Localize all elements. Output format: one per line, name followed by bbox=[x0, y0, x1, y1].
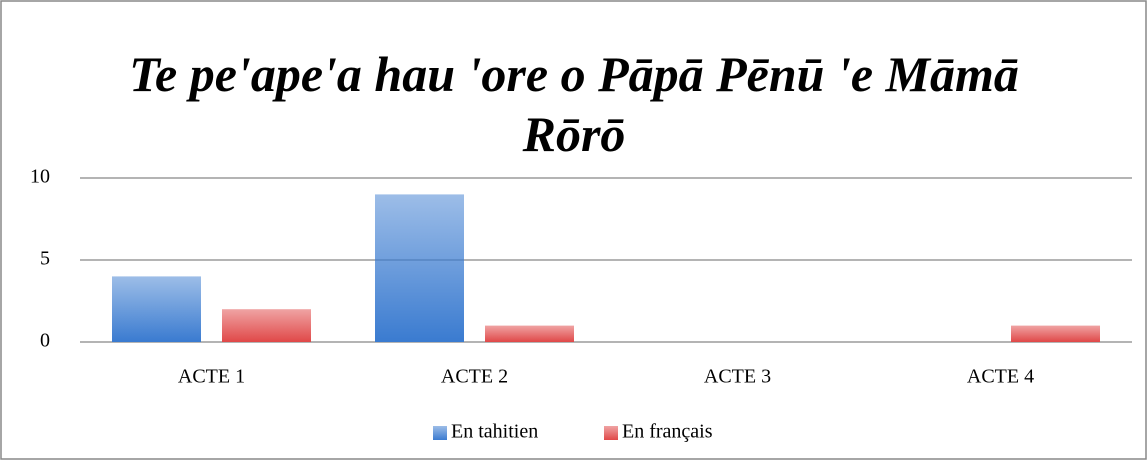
legend-label: En tahitien bbox=[451, 421, 538, 443]
y-tick-label: 5 bbox=[40, 248, 50, 270]
legend-label: En français bbox=[622, 421, 713, 443]
x-tick-label: ACTE 4 bbox=[967, 366, 1034, 388]
y-tick-label: 10 bbox=[30, 166, 50, 188]
bar bbox=[485, 325, 574, 342]
bar bbox=[112, 276, 201, 342]
legend-swatch bbox=[433, 426, 447, 440]
x-tick-label: ACTE 1 bbox=[178, 366, 245, 388]
x-tick-label: ACTE 2 bbox=[441, 366, 508, 388]
chart-title: Te pe'ape'a hau 'ore o Pāpā Pēnū 'e Māmā… bbox=[129, 46, 1019, 162]
bar bbox=[1011, 325, 1100, 342]
y-tick-label: 0 bbox=[40, 330, 50, 352]
bar bbox=[375, 194, 464, 342]
legend-swatch bbox=[604, 426, 618, 440]
bar bbox=[222, 309, 311, 342]
x-tick-label: ACTE 3 bbox=[704, 366, 771, 388]
